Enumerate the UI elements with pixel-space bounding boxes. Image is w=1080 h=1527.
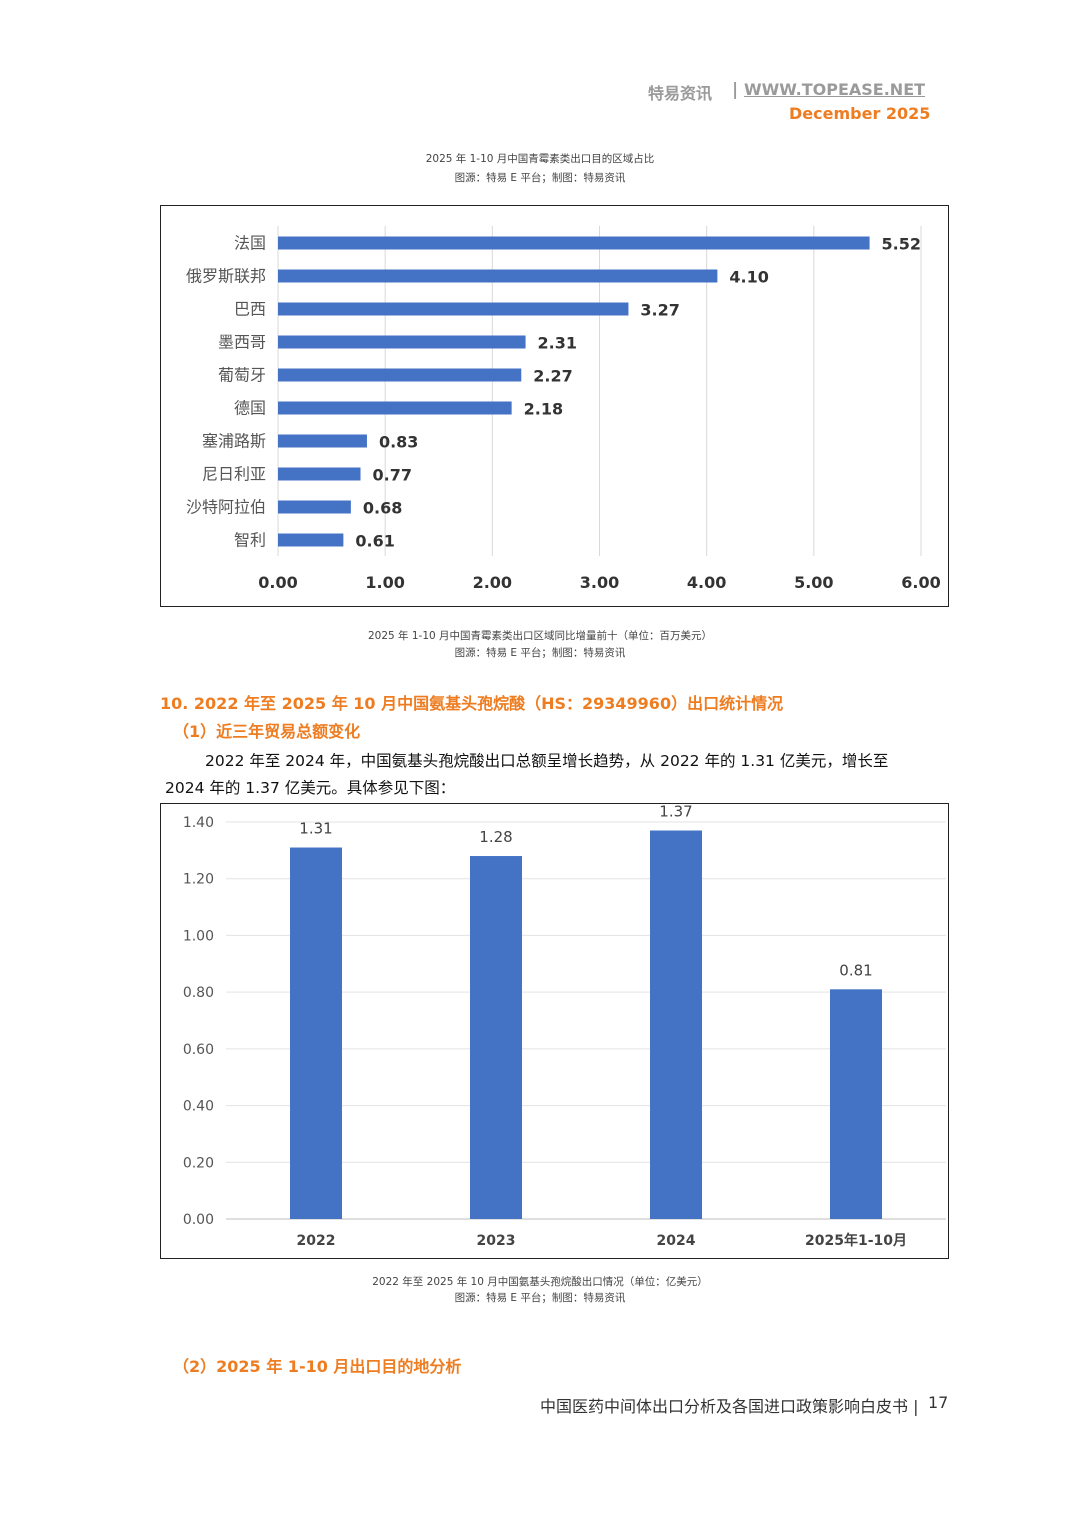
chart1-x-tick-label: 6.00 [901, 573, 940, 592]
chart2-x-tick-label: 2022 [297, 1233, 336, 1249]
chart2-value-label: 0.81 [839, 961, 872, 979]
chart1-category-label: 智利 [234, 531, 266, 550]
chart1-bar [278, 401, 512, 415]
chart2-bar [290, 847, 342, 1219]
chart1-category-label: 尼日利亚 [202, 465, 266, 484]
chart1-x-tick-label: 3.00 [580, 573, 619, 592]
chart1-category-label: 沙特阿拉伯 [186, 498, 266, 517]
chart1-bar [278, 467, 361, 481]
chart1-value-label: 0.61 [355, 532, 394, 551]
chart2-bar [830, 989, 882, 1219]
chart2-bar [470, 856, 522, 1219]
chart1-category-label: 塞浦路斯 [202, 432, 266, 451]
chart1-value-label: 0.77 [373, 466, 412, 485]
chart1-caption: 2025 年 1-10 月中国青霉素类出口区域同比增量前十（单位：百万美元） [367, 630, 713, 642]
chart1-category-label: 法国 [234, 234, 266, 253]
chart1-bar [278, 335, 526, 349]
chart2-x-tick-label: 2025年1-10月 [805, 1232, 907, 1249]
chart1-bar [278, 302, 629, 316]
footer-title-text: 中国医药中间体出口分析及各国进口政策影响白皮书 [540, 1397, 909, 1416]
chart1-bar [278, 533, 344, 547]
chart2-y-tick-label: 0.80 [183, 985, 214, 1001]
header-brand: 特易资讯 [648, 84, 713, 103]
chart1-x-tick-label: 5.00 [794, 573, 833, 592]
footer-separator: | [913, 1397, 919, 1416]
chart1-value-label: 2.31 [538, 334, 577, 353]
chart2-value-label: 1.31 [299, 820, 332, 838]
footer-title: 中国医药中间体出口分析及各国进口政策影响白皮书 | [540, 1393, 919, 1417]
chart2-caption-source: 图源：特易 E 平台；制图：特易资讯 [454, 1292, 626, 1304]
chart1-bar [278, 434, 367, 448]
chart1-category-label: 俄罗斯联邦 [186, 267, 266, 286]
chart1-category-label: 巴西 [234, 300, 266, 319]
chart1-value-label: 2.27 [533, 367, 572, 386]
chart2-x-tick-label: 2023 [477, 1233, 516, 1249]
chart1-value-label: 4.10 [729, 268, 768, 287]
chart1-bar [278, 236, 870, 250]
chart1-source: 图源：特易 E 平台；制图：特易资讯 [454, 172, 626, 184]
chart2-value-label: 1.37 [659, 804, 692, 821]
chart1-category-label: 葡萄牙 [218, 366, 266, 385]
chart1-svg: 0.00 1.00 2.00 3.00 4.00 5.00 6.00 法国 5.52 俄罗斯联邦 4… [186, 226, 941, 592]
chart1-x-tick-label: 2.00 [473, 573, 512, 592]
chart2-y-tick-label: 1.20 [183, 872, 214, 888]
chart1-x-tick-label: 1.00 [365, 573, 404, 592]
chart2-caption: 2022 年至 2025 年 10 月中国氨基头孢烷酸出口情况（单位：亿美元） [372, 1276, 708, 1288]
chart2-y-tick-label: 0.40 [183, 1099, 214, 1115]
chart1-value-label: 3.27 [640, 301, 679, 320]
footer-page-number: 17 [928, 1393, 949, 1412]
chart2-y-tick-label: 0.00 [183, 1212, 214, 1228]
chart1-bar [278, 269, 718, 283]
chart2-x-tick-label: 2024 [657, 1233, 696, 1249]
chart1-caption-source: 图源：特易 E 平台；制图：特易资讯 [454, 647, 626, 659]
chart2-frame: 0.00 0.20 0.40 0.60 0.80 1.00 1.20 1.40 1.31 2022… [160, 803, 949, 1259]
section-heading: 10. 2022 年至 2025 年 10 月中国氨基头孢烷酸（HS：29349… [160, 694, 784, 713]
chart2-svg: 0.00 0.20 0.40 0.60 0.80 1.00 1.20 1.40 1.31 2022… [183, 803, 946, 1249]
chart1-title: 2025 年 1-10 月中国青霉素类出口目的区域占比 [425, 153, 655, 165]
chart1-value-label: 5.52 [882, 235, 921, 254]
chart1-category-label: 墨西哥 [218, 333, 266, 352]
chart1-bar [278, 368, 522, 382]
subsection-heading-1: （1）近三年贸易总额变化 [173, 722, 361, 741]
header-date: December 2025 [789, 104, 931, 123]
chart2-bar [650, 830, 702, 1219]
chart2-y-tick-label: 0.60 [183, 1042, 214, 1058]
chart1-bar [278, 500, 351, 514]
chart2-y-tick-label: 1.40 [183, 815, 214, 831]
header-separator: | [732, 80, 739, 100]
chart1-value-label: 0.68 [363, 499, 402, 518]
chart2-value-label: 1.28 [479, 828, 512, 846]
chart2-y-tick-label: 1.00 [183, 928, 214, 944]
chart2-y-tick-label: 0.20 [183, 1155, 214, 1171]
chart1-x-tick-label: 0.00 [258, 573, 297, 592]
paragraph-line-2: 2024 年的 1.37 亿美元。具体参见下图： [165, 779, 456, 797]
paragraph-line-1: 2022 年至 2024 年，中国氨基头孢烷酸出口总额呈增长趋势，从 2022 … [205, 752, 889, 770]
chart1-category-label: 德国 [234, 399, 266, 418]
subsection-heading-2: （2）2025 年 1-10 月出口目的地分析 [173, 1357, 462, 1376]
chart1-x-tick-label: 4.00 [687, 573, 726, 592]
chart1-value-label: 2.18 [524, 400, 563, 419]
chart1-frame: 0.00 1.00 2.00 3.00 4.00 5.00 6.00 法国 5.52 俄罗斯联邦 4… [160, 205, 949, 607]
chart1-value-label: 0.83 [379, 433, 418, 452]
header-url-link[interactable]: WWW.TOPEASE.NET [744, 80, 926, 99]
